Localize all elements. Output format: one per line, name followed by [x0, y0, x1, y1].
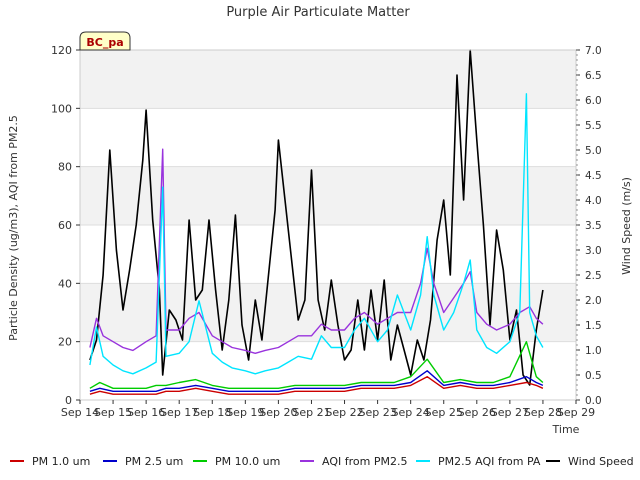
y-left-tick-label: 20 [58, 336, 72, 349]
x-tick-label: Sep 24 [392, 406, 430, 419]
legend-label: PM 2.5 um [125, 454, 184, 468]
plot-band [80, 108, 576, 167]
site-label-badge: BC_pa [79, 31, 131, 51]
legend-swatch [416, 460, 430, 462]
y-right-tick-label: 4.0 [585, 195, 602, 207]
legend: PM 1.0 um PM 2.5 um PM 10.0 um AQI from PM2… [0, 450, 640, 472]
y-right-tick-label: 6.0 [585, 95, 602, 107]
y-right-tick-label: 7.0 [585, 45, 602, 57]
legend-swatch [193, 460, 207, 462]
legend-item: PM 1.0 um [10, 450, 90, 472]
legend-swatch [10, 460, 24, 462]
y-right-tick-label: 3.5 [585, 220, 602, 232]
x-tick-label: Sep 27 [491, 406, 529, 419]
x-tick-label: Sep 28 [524, 406, 562, 419]
x-tick-label: Sep 29 [557, 406, 595, 419]
legend-item: PM2.5 AQI from PA [416, 450, 540, 472]
y-right-tick-label: 2.0 [585, 295, 602, 307]
legend-label: PM 10.0 um [215, 454, 281, 468]
legend-label: PM 1.0 um [32, 454, 91, 468]
left-axis: 0 20 40 60 80 100 120 [51, 44, 80, 407]
legend-swatch [300, 460, 314, 462]
y-left-tick-label: 120 [51, 44, 72, 57]
y-right-tick-label: 5.5 [585, 120, 602, 132]
y-right-tick-label: 1.0 [585, 345, 602, 357]
x-tick-label: Sep 23 [358, 406, 396, 419]
right-axis: 0.0 0.5 1.0 1.5 2.0 2.5 3.0 3.5 4.0 4.5 5.0 5.5 6.0 6… [576, 45, 602, 407]
y-left-tick-label: 60 [58, 219, 72, 232]
x-tick-label: Sep 16 [127, 406, 165, 419]
plot-band [80, 50, 576, 109]
site-label: BC_pa [86, 36, 123, 49]
legend-swatch [103, 460, 117, 462]
y-right-tick-label: 3.0 [585, 245, 602, 257]
series-line-5 [89, 49, 544, 386]
x-tick-label: Sep 17 [160, 406, 198, 419]
y-left-tick-label: 40 [58, 277, 72, 290]
y-axis-left-label: Particle Density (ug/m3), AQI from PM2.5 [7, 115, 20, 341]
legend-item: AQI from PM2.5 [300, 450, 407, 472]
series-line-4 [89, 93, 544, 375]
y-right-tick-label: 2.5 [585, 270, 602, 282]
y-left-tick-label: 0 [65, 394, 72, 407]
legend-label: PM2.5 AQI from PA [438, 454, 541, 468]
x-tick-label: Sep 19 [226, 406, 264, 419]
x-tick-label: Sep 15 [94, 406, 132, 419]
legend-label: AQI from PM2.5 [322, 454, 408, 468]
x-tick-label: Sep 26 [458, 406, 496, 419]
x-tick-label: Sep 22 [325, 406, 363, 419]
y-axis-right-label: Wind Speed (m/s) [620, 177, 633, 275]
legend-item: PM 10.0 um [193, 450, 280, 472]
y-right-tick-label: 1.5 [585, 320, 602, 332]
y-right-tick-label: 5.0 [585, 145, 602, 157]
series-line-1 [89, 370, 544, 392]
y-right-tick-label: 0.0 [585, 395, 602, 407]
x-tick-label: Sep 18 [193, 406, 231, 419]
legend-label: Wind Speed [568, 454, 634, 468]
y-right-tick-label: 6.5 [585, 70, 602, 82]
legend-item: PM 2.5 um [103, 450, 183, 472]
series-line-0 [89, 376, 544, 395]
plot-band [80, 166, 576, 225]
series-line-2 [89, 341, 544, 389]
y-left-tick-label: 100 [51, 102, 72, 115]
plot-band [80, 283, 576, 342]
x-tick-label: Sep 25 [425, 406, 463, 419]
y-left-tick-label: 80 [58, 161, 72, 174]
x-tick-label: Sep 20 [259, 406, 297, 419]
legend-item: Wind Speed [546, 450, 634, 472]
y-right-tick-label: 0.5 [585, 370, 602, 382]
series-layer [89, 49, 544, 395]
legend-swatch [546, 460, 560, 462]
y-right-tick-label: 4.5 [585, 170, 602, 182]
x-tick-label: Sep 14 [61, 406, 99, 419]
chart-title: Purple Air Particulate Matter [226, 5, 410, 20]
x-axis-label: Time [552, 423, 580, 436]
x-tick-label: Sep 21 [292, 406, 330, 419]
